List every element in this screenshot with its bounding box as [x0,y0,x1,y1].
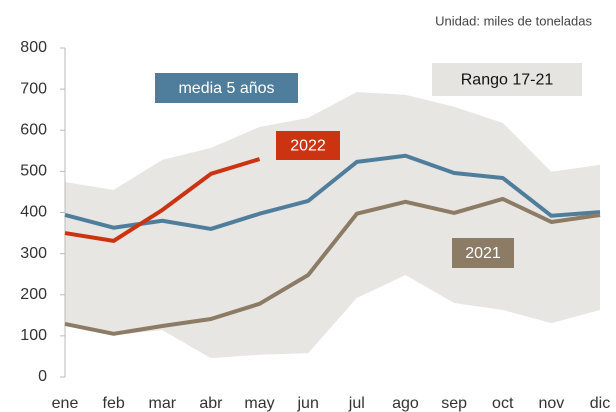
y-tick-label: 500 [20,163,47,180]
y-tick-label: 300 [20,245,47,262]
legend-box [276,131,340,160]
series-line [64,196,601,336]
y-tick-label: 400 [20,204,47,221]
legend-label: media 5 años [178,80,274,97]
y-tick-label: 200 [20,286,47,303]
legend-box [155,73,298,103]
y-tick-label: 700 [20,80,47,97]
x-tick-label: oct [492,395,514,412]
x-tick-label: nov [538,395,564,412]
x-tick-label: ene [52,395,79,412]
x-tick-label: may [244,395,274,412]
y-tick-label: 0 [38,368,47,385]
series-line [64,157,261,243]
x-tick-label: jun [297,395,319,412]
series-line [64,153,601,231]
x-tick-label: mar [148,395,176,412]
x-tick-label: feb [103,395,125,412]
legend-label: Rango 17-21 [461,72,554,89]
x-tick-label: sep [441,395,467,412]
legend-label: 2021 [465,245,501,262]
legend-label: 2022 [290,138,326,155]
range-band [65,92,600,359]
x-tick-label: abr [199,395,223,412]
y-tick-label: 800 [20,39,47,56]
x-tick-label: jul [348,395,365,412]
unit-note: Unidad: miles de toneladas [435,13,592,28]
y-tick-label: 600 [20,121,47,138]
x-tick-label: dic [590,395,610,412]
legend-box [452,238,514,268]
y-tick-label: 100 [20,327,47,344]
x-tick-label: ago [392,395,419,412]
legend-box [432,63,582,96]
